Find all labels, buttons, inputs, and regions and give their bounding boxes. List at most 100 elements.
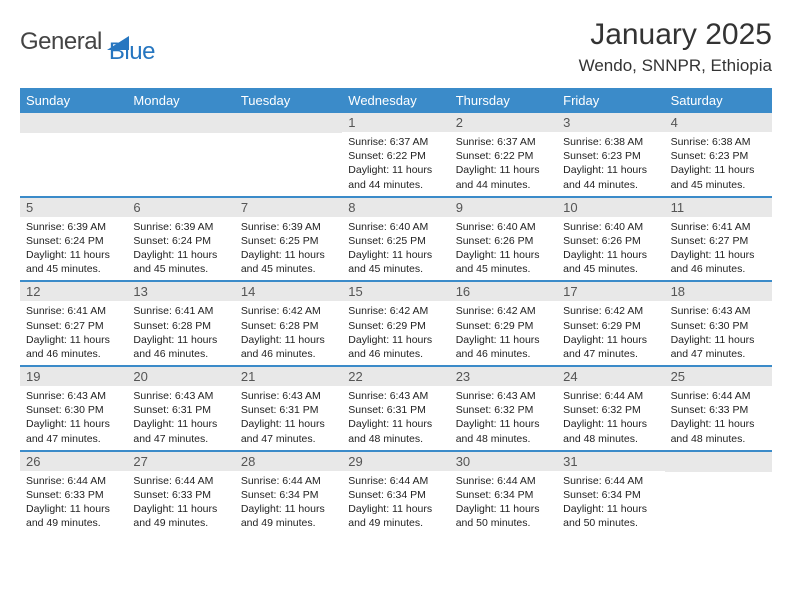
day-details: Sunrise: 6:38 AMSunset: 6:23 PMDaylight:… [557,132,664,196]
day-cell [20,113,127,196]
day-cell: 30Sunrise: 6:44 AMSunset: 6:34 PMDayligh… [450,452,557,535]
day-number: 18 [665,282,772,301]
day-number: 30 [450,452,557,471]
day-details: Sunrise: 6:40 AMSunset: 6:26 PMDaylight:… [450,217,557,281]
day-details: Sunrise: 6:41 AMSunset: 6:28 PMDaylight:… [127,301,234,365]
month-title: January 2025 [579,18,772,52]
day-cell: 5Sunrise: 6:39 AMSunset: 6:24 PMDaylight… [20,198,127,281]
day-details: Sunrise: 6:39 AMSunset: 6:24 PMDaylight:… [127,217,234,281]
day-details: Sunrise: 6:43 AMSunset: 6:31 PMDaylight:… [235,386,342,450]
day-details: Sunrise: 6:44 AMSunset: 6:34 PMDaylight:… [235,471,342,535]
week-row: 12Sunrise: 6:41 AMSunset: 6:27 PMDayligh… [20,280,772,365]
day-details: Sunrise: 6:44 AMSunset: 6:34 PMDaylight:… [342,471,449,535]
day-cell: 31Sunrise: 6:44 AMSunset: 6:34 PMDayligh… [557,452,664,535]
day-details: Sunrise: 6:39 AMSunset: 6:24 PMDaylight:… [20,217,127,281]
day-cell: 25Sunrise: 6:44 AMSunset: 6:33 PMDayligh… [665,367,772,450]
week-row: 5Sunrise: 6:39 AMSunset: 6:24 PMDaylight… [20,196,772,281]
day-number: 21 [235,367,342,386]
day-cell [127,113,234,196]
logo-text-blue: Blue [109,38,155,65]
day-number [235,113,342,133]
day-details: Sunrise: 6:43 AMSunset: 6:30 PMDaylight:… [665,301,772,365]
day-cell: 24Sunrise: 6:44 AMSunset: 6:32 PMDayligh… [557,367,664,450]
weekday-fri: Friday [557,88,664,113]
weekday-header: Sunday Monday Tuesday Wednesday Thursday… [20,88,772,113]
day-number [665,452,772,472]
day-details: Sunrise: 6:42 AMSunset: 6:29 PMDaylight:… [342,301,449,365]
day-cell: 16Sunrise: 6:42 AMSunset: 6:29 PMDayligh… [450,282,557,365]
day-number: 12 [20,282,127,301]
day-details: Sunrise: 6:41 AMSunset: 6:27 PMDaylight:… [665,217,772,281]
day-details: Sunrise: 6:37 AMSunset: 6:22 PMDaylight:… [450,132,557,196]
logo: General Blue [20,18,155,66]
day-details: Sunrise: 6:42 AMSunset: 6:29 PMDaylight:… [450,301,557,365]
day-number: 13 [127,282,234,301]
day-number: 27 [127,452,234,471]
day-number: 22 [342,367,449,386]
day-cell: 27Sunrise: 6:44 AMSunset: 6:33 PMDayligh… [127,452,234,535]
header: General Blue January 2025 Wendo, SNNPR, … [20,18,772,76]
day-number: 3 [557,113,664,132]
day-cell: 8Sunrise: 6:40 AMSunset: 6:25 PMDaylight… [342,198,449,281]
day-details: Sunrise: 6:44 AMSunset: 6:33 PMDaylight:… [127,471,234,535]
day-details: Sunrise: 6:42 AMSunset: 6:29 PMDaylight:… [557,301,664,365]
day-cell: 17Sunrise: 6:42 AMSunset: 6:29 PMDayligh… [557,282,664,365]
day-number: 2 [450,113,557,132]
day-details: Sunrise: 6:44 AMSunset: 6:34 PMDaylight:… [557,471,664,535]
day-cell [665,452,772,535]
weekday-sun: Sunday [20,88,127,113]
day-details: Sunrise: 6:39 AMSunset: 6:25 PMDaylight:… [235,217,342,281]
location: Wendo, SNNPR, Ethiopia [579,56,772,76]
day-cell: 13Sunrise: 6:41 AMSunset: 6:28 PMDayligh… [127,282,234,365]
day-cell: 26Sunrise: 6:44 AMSunset: 6:33 PMDayligh… [20,452,127,535]
day-number: 7 [235,198,342,217]
day-number: 31 [557,452,664,471]
day-number: 25 [665,367,772,386]
day-number: 15 [342,282,449,301]
day-cell: 18Sunrise: 6:43 AMSunset: 6:30 PMDayligh… [665,282,772,365]
day-cell: 6Sunrise: 6:39 AMSunset: 6:24 PMDaylight… [127,198,234,281]
day-number: 10 [557,198,664,217]
day-details: Sunrise: 6:40 AMSunset: 6:25 PMDaylight:… [342,217,449,281]
day-cell: 22Sunrise: 6:43 AMSunset: 6:31 PMDayligh… [342,367,449,450]
day-number: 23 [450,367,557,386]
weekday-thu: Thursday [450,88,557,113]
day-details: Sunrise: 6:40 AMSunset: 6:26 PMDaylight:… [557,217,664,281]
day-cell: 12Sunrise: 6:41 AMSunset: 6:27 PMDayligh… [20,282,127,365]
day-details: Sunrise: 6:43 AMSunset: 6:31 PMDaylight:… [342,386,449,450]
day-cell: 28Sunrise: 6:44 AMSunset: 6:34 PMDayligh… [235,452,342,535]
day-details: Sunrise: 6:43 AMSunset: 6:30 PMDaylight:… [20,386,127,450]
weeks-container: 1Sunrise: 6:37 AMSunset: 6:22 PMDaylight… [20,113,772,534]
day-cell: 2Sunrise: 6:37 AMSunset: 6:22 PMDaylight… [450,113,557,196]
day-number [20,113,127,133]
day-cell: 15Sunrise: 6:42 AMSunset: 6:29 PMDayligh… [342,282,449,365]
day-number: 24 [557,367,664,386]
day-details: Sunrise: 6:43 AMSunset: 6:32 PMDaylight:… [450,386,557,450]
day-number: 11 [665,198,772,217]
day-details: Sunrise: 6:37 AMSunset: 6:22 PMDaylight:… [342,132,449,196]
day-number: 1 [342,113,449,132]
day-number: 17 [557,282,664,301]
logo-text-general: General [20,28,102,56]
day-details: Sunrise: 6:43 AMSunset: 6:31 PMDaylight:… [127,386,234,450]
day-cell: 23Sunrise: 6:43 AMSunset: 6:32 PMDayligh… [450,367,557,450]
day-number: 19 [20,367,127,386]
day-details: Sunrise: 6:44 AMSunset: 6:32 PMDaylight:… [557,386,664,450]
day-number: 8 [342,198,449,217]
day-details: Sunrise: 6:44 AMSunset: 6:33 PMDaylight:… [665,386,772,450]
day-number: 6 [127,198,234,217]
weekday-tue: Tuesday [235,88,342,113]
day-number: 20 [127,367,234,386]
weekday-sat: Saturday [665,88,772,113]
week-row: 1Sunrise: 6:37 AMSunset: 6:22 PMDaylight… [20,113,772,196]
day-number: 5 [20,198,127,217]
day-details: Sunrise: 6:42 AMSunset: 6:28 PMDaylight:… [235,301,342,365]
day-number [127,113,234,133]
day-number: 26 [20,452,127,471]
day-number: 28 [235,452,342,471]
weekday-mon: Monday [127,88,234,113]
day-cell: 21Sunrise: 6:43 AMSunset: 6:31 PMDayligh… [235,367,342,450]
day-cell: 29Sunrise: 6:44 AMSunset: 6:34 PMDayligh… [342,452,449,535]
day-details: Sunrise: 6:44 AMSunset: 6:33 PMDaylight:… [20,471,127,535]
day-cell: 20Sunrise: 6:43 AMSunset: 6:31 PMDayligh… [127,367,234,450]
